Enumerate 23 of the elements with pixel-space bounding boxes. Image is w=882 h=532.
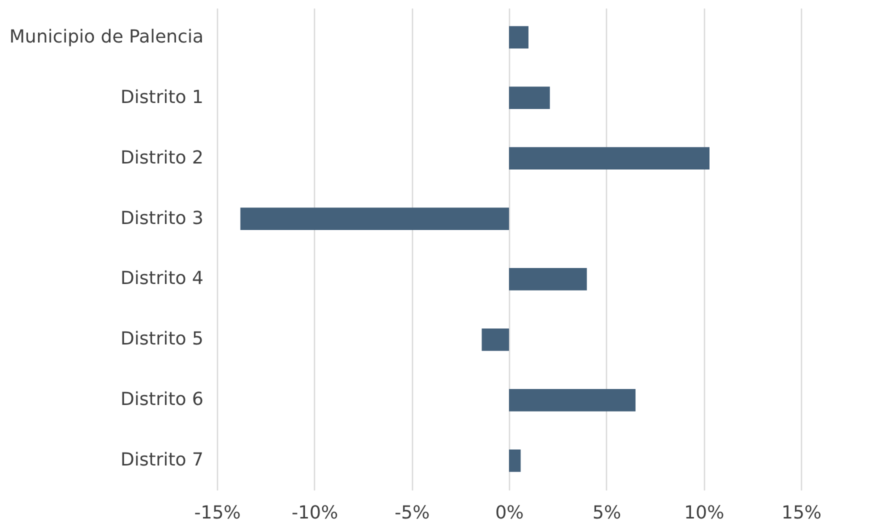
y-tick-label: Distrito 6	[120, 389, 204, 410]
bar	[240, 208, 509, 230]
y-tick-label: Distrito 2	[120, 147, 204, 168]
y-tick-label: Distrito 1	[120, 86, 204, 108]
bar	[509, 268, 587, 290]
x-tick-label: 15%	[781, 502, 822, 524]
bar	[482, 328, 509, 351]
bar	[509, 389, 636, 412]
bar	[509, 26, 528, 49]
y-tick-label: Municipio de Palencia	[9, 26, 204, 48]
y-tick-label: Distrito 5	[120, 328, 204, 350]
x-tick-label: 5%	[592, 502, 622, 524]
x-tick-label: 10%	[684, 502, 724, 524]
bar	[509, 147, 710, 170]
bar	[509, 86, 550, 109]
x-tick-label: -5%	[394, 502, 430, 524]
x-tick-label: 0%	[495, 502, 524, 524]
y-tick-label: Distrito 7	[120, 450, 204, 471]
x-tick-label: -15%	[194, 502, 241, 524]
y-tick-label: Distrito 4	[120, 268, 204, 290]
bar	[509, 449, 521, 472]
x-tick-label: -10%	[292, 502, 338, 524]
y-tick-label: Distrito 3	[120, 208, 204, 229]
